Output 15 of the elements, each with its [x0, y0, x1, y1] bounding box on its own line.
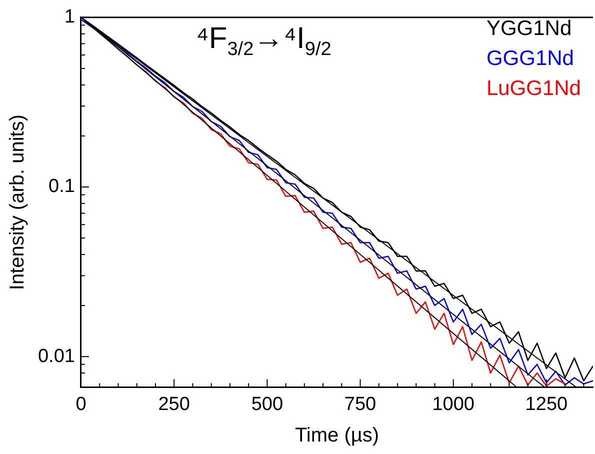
x-axis-title: Time (µs) [294, 424, 380, 447]
y-tick-label: 1 [64, 6, 75, 28]
annotation: ⁴F$_{3/2}$→⁴I$_{9/2}$ [196, 22, 332, 61]
text: LuGG1Nd [486, 76, 581, 102]
text: GGG1Nd [486, 46, 575, 72]
y-axis-title: Intensity (arb. units) [6, 114, 29, 290]
x-tick-label: 1000 [432, 394, 474, 415]
x-tick-label: 250 [158, 394, 190, 415]
y-tick-label: 0.1 [48, 176, 75, 198]
x-tick-label: 500 [251, 394, 284, 415]
x-tick-label: 0 [76, 394, 86, 415]
x-tick-label: 750 [344, 394, 376, 415]
x-tick-label: 1250 [525, 394, 568, 415]
y-tick-label: 0.01 [38, 346, 75, 367]
text: YGG1Nd [486, 16, 573, 42]
